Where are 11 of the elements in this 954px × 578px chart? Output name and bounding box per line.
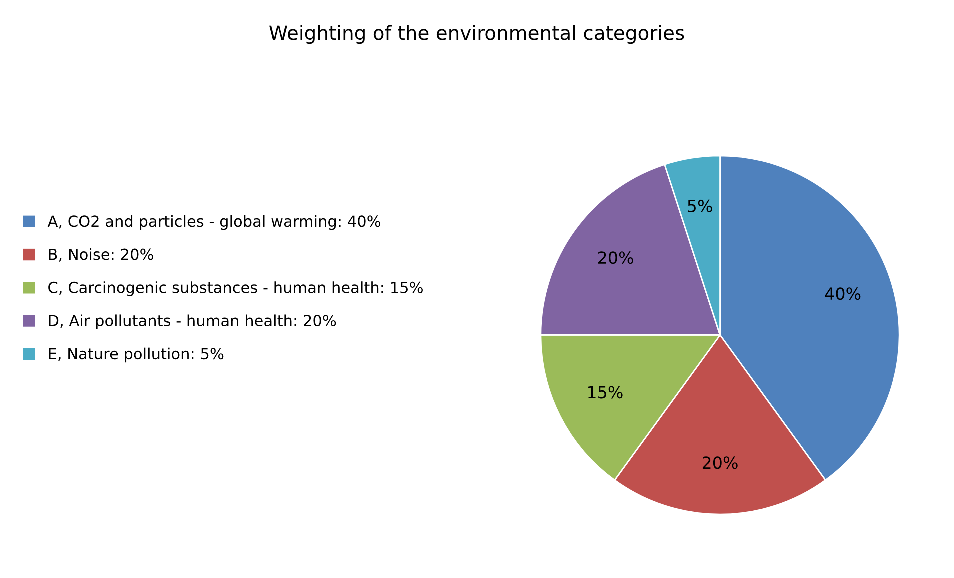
legend-label: E, Nature pollution: 5% [49, 348, 224, 363]
legend-label: C, Carcinogenic substances - human health: 15% [48, 282, 423, 296]
legend-label: D, Air pollutants - human health: 20% [49, 314, 336, 330]
chart-title: Weighting of the environmental categories [270, 25, 684, 44]
legend-label: A, CO2 and particles - global warming: 40% [48, 215, 381, 230]
data-label: 20% [702, 456, 738, 470]
legend-label: B, Noise: 20% [49, 248, 154, 262]
data-label: 5% [688, 200, 712, 213]
data-label: 40% [825, 288, 861, 300]
data-label: 20% [598, 252, 634, 264]
data-label: 15% [588, 386, 623, 399]
